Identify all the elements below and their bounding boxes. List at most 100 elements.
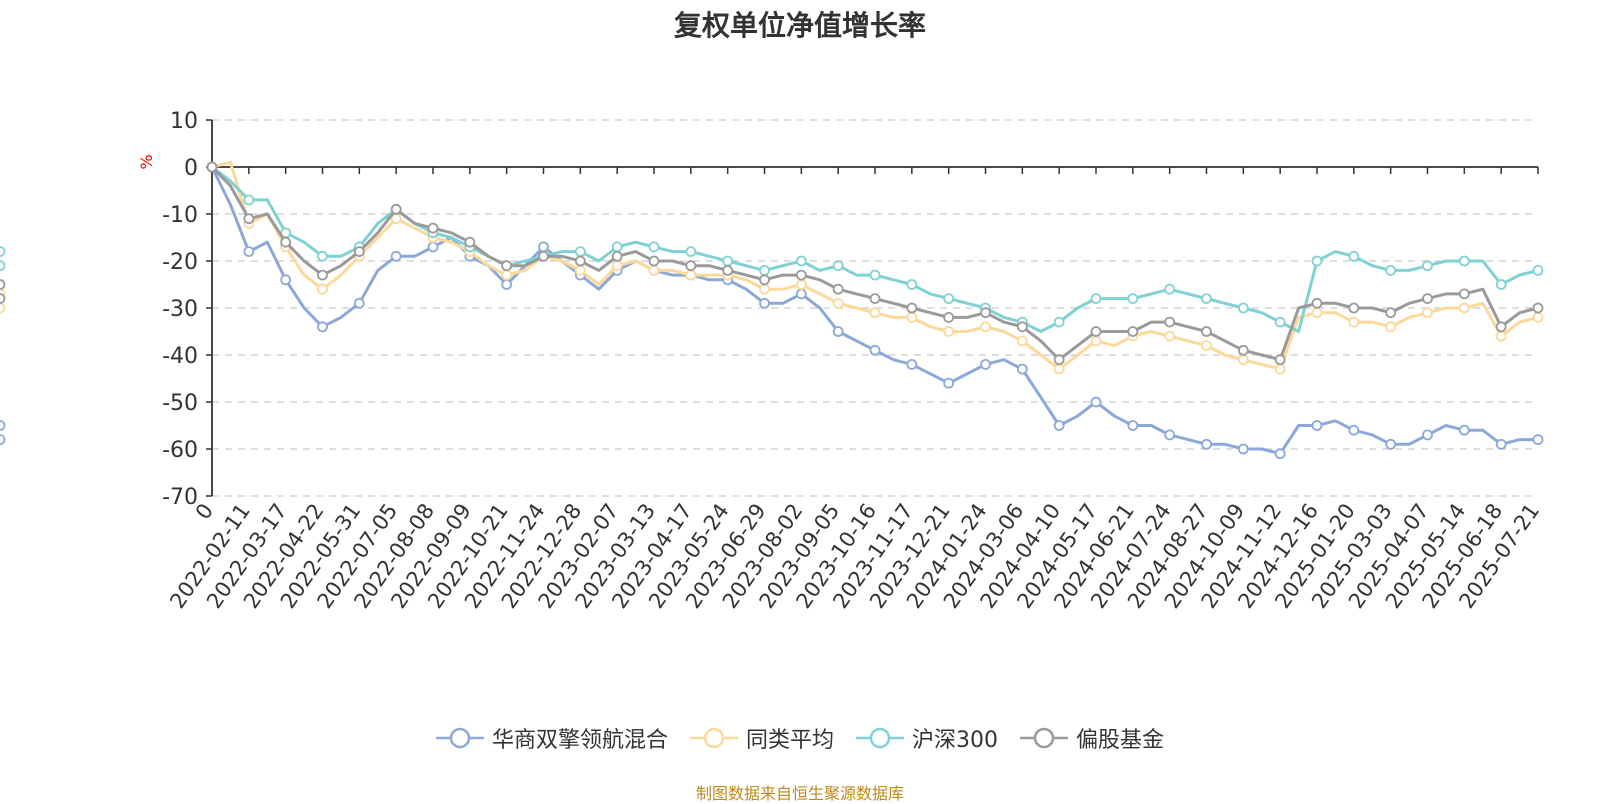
series-point [611,241,623,253]
series-point [538,241,549,253]
series-point [206,161,218,173]
series-point [1458,424,1470,436]
legend-label: 同类平均 [745,728,834,753]
series-point [574,264,586,276]
series-point [1053,363,1065,375]
series-point [1090,335,1102,347]
series-point [795,255,807,267]
series-point [1348,424,1360,436]
y-tick-label: 0 [184,156,198,181]
series-point [1458,302,1470,314]
series-point [869,344,881,356]
series-point [353,246,365,258]
series-point [759,274,770,286]
series-point [1458,288,1470,300]
series-point [943,326,955,337]
series-point [464,236,476,248]
y-tick-label: -40 [162,344,198,369]
series-point [317,321,328,333]
series-point [1164,429,1176,441]
series-point [1274,316,1286,328]
series-point [1311,297,1323,309]
series-point [759,264,770,276]
legend-item-equity-fund[interactable]: 偏股基金 [1020,722,1164,754]
series-point [1237,344,1249,356]
y-tick-label: -30 [162,297,198,322]
series-point [0,420,6,431]
series-point [869,293,881,305]
series-point [648,264,660,276]
x-tick-label: 0 [191,499,218,524]
series-point [574,255,586,267]
y-tick-label: -50 [162,391,198,416]
series-point [1274,448,1286,460]
source-note: 制图数据来自恒生聚源数据库 [695,784,904,803]
series-point [1053,420,1065,431]
chart-title: 复权单位净值增长率 [673,9,926,42]
series-point [722,255,734,267]
series-point [1348,302,1360,314]
series-point [1532,264,1544,276]
series-point [1422,307,1433,319]
y-tick-label: -20 [162,250,198,275]
series-point [832,283,844,295]
series-point [1385,264,1397,276]
legend-item-fund[interactable]: 华商双擎领航混合 [435,722,668,754]
series-point [243,194,255,206]
series-point [1201,326,1212,337]
series-point [1274,363,1286,375]
series-point [0,293,6,304]
series-point [648,255,660,267]
series-point [1311,307,1323,319]
series-point [243,213,255,225]
series-point [390,250,402,262]
y-tick-label: -10 [162,203,198,228]
series-point [280,236,292,248]
series-point [1127,293,1139,305]
series-point [1385,438,1397,450]
series-point [1237,302,1249,314]
series-point [317,269,328,281]
series-point [943,311,955,323]
series-point [1274,354,1286,366]
series-point [1385,321,1397,333]
series-point [1090,326,1102,337]
legend-item-peer-average[interactable]: 同类平均 [689,722,834,754]
series-point [317,250,328,262]
legend-item-csi300[interactable]: 沪深300 [856,722,998,754]
y-tick-label: -70 [162,485,198,510]
series-point [1422,293,1433,305]
series-point [1458,255,1470,267]
legend-label: 沪深300 [912,728,998,753]
series-point [795,269,807,281]
series-point [0,260,6,272]
legend-line-circle-icon [689,727,738,749]
series-point [1016,363,1028,375]
legend-line-circle-icon [856,727,904,749]
series-point [980,307,991,319]
series-point [538,250,549,262]
series-point [0,302,6,314]
y-tick-label: 10 [170,109,198,134]
series-point [759,283,770,295]
series-point [869,307,881,319]
series-point [390,203,402,215]
series-point [1348,250,1360,262]
series-point [980,321,991,333]
series-point [685,246,697,258]
series-point [1422,429,1433,441]
series-point [1532,434,1544,446]
series-point [1201,438,1212,450]
series-point [1090,396,1102,408]
chart-legend: 华商双擎领航混合 同类平均 沪深300 偏股基金 [0,722,1600,754]
series-point [0,434,6,445]
series-point [611,250,623,262]
series-point [1532,302,1544,314]
series-point [427,222,439,234]
series-point [501,269,513,281]
series-point [1495,438,1507,450]
series-point [1237,354,1249,366]
series-point [1532,311,1544,323]
series-point [1090,293,1102,305]
